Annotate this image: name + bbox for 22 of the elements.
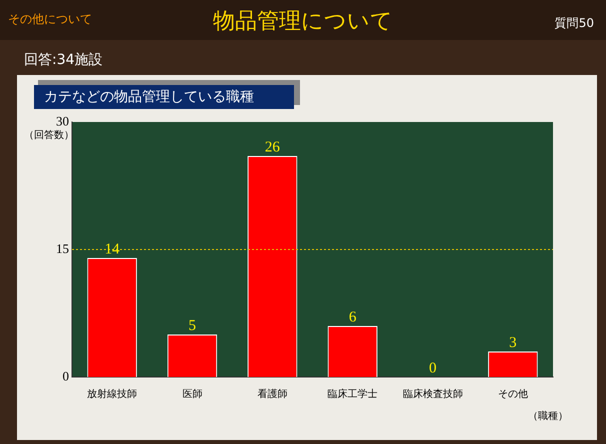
text: その他について: [8, 11, 92, 28]
text: 質問50: [554, 15, 594, 32]
data-label: 5: [188, 318, 196, 334]
data-label: 0: [429, 360, 436, 376]
x-tick-label: 放射線技師: [87, 388, 138, 400]
x-tick-label: その他: [498, 388, 528, 400]
data-label: 14: [104, 241, 120, 258]
y-tick-label: 15: [56, 240, 69, 256]
x-axis-title: （職種）: [528, 410, 568, 423]
y-axis-title: （回答数）: [24, 129, 74, 142]
x-tick-label: 看護師: [257, 388, 288, 400]
chart-subtitle: カテなどの物品管理している職種: [34, 85, 294, 109]
data-label: 26: [264, 139, 280, 156]
y-tick-label: 30: [56, 113, 69, 128]
x-tick-label: 臨床検査技師: [402, 388, 463, 400]
data-label: 3: [509, 334, 517, 351]
chart-title: 物品管理について: [213, 9, 393, 34]
data-label: 6: [348, 309, 357, 326]
text: 回答:34施設: [24, 51, 103, 69]
y-tick-label: 0: [62, 368, 69, 384]
x-tick-label: 臨床工学士: [328, 388, 378, 400]
x-tick-label: 医師: [182, 388, 202, 400]
